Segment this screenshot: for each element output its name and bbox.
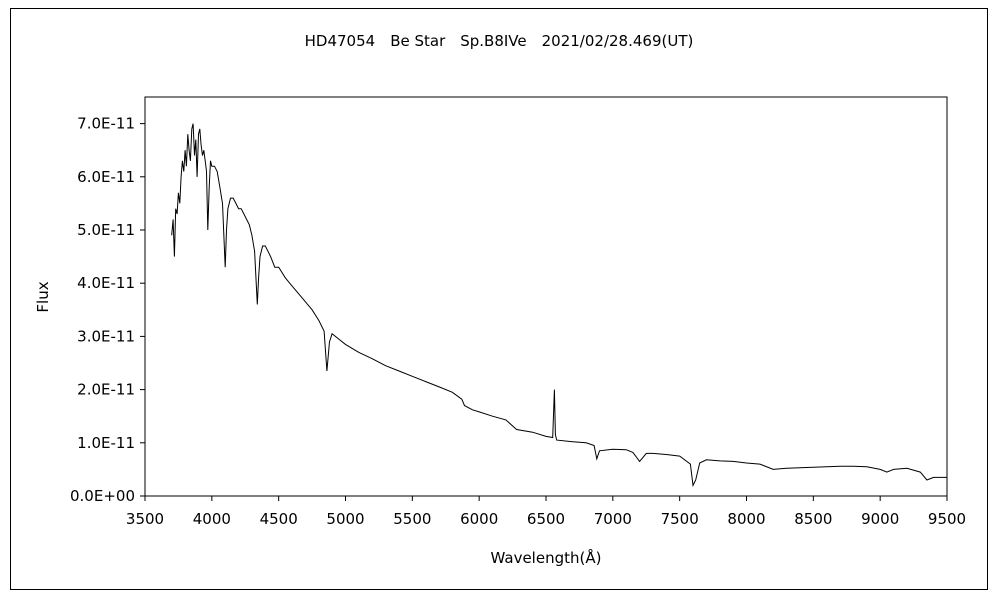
chart-frame: HD47054 Be Star Sp.B8IVe 2021/02/28.469(…	[10, 8, 988, 590]
y-tick-label: 0.0E+00	[70, 487, 135, 505]
x-axis-label: Wavelength(Å)	[491, 548, 602, 567]
x-tick-label: 4500	[260, 510, 298, 528]
x-tick-label: 8000	[727, 510, 765, 528]
y-tick-label: 3.0E-11	[77, 327, 135, 345]
series-line-flux	[171, 123, 947, 488]
x-tick-label: 6500	[527, 510, 565, 528]
x-tick-label: 3500	[126, 510, 164, 528]
x-tick-label: 9500	[928, 510, 966, 528]
x-axis: 3500 4000 4500 5000 5500 6000 6500 7000 7500 8000…	[126, 496, 966, 528]
y-tick-label: 6.0E-11	[77, 168, 135, 186]
x-tick-label: 9000	[861, 510, 899, 528]
y-tick-label: 2.0E-11	[77, 381, 135, 399]
x-tick-label: 7500	[661, 510, 699, 528]
x-tick-label: 5000	[326, 510, 364, 528]
y-tick-label: 4.0E-11	[77, 274, 135, 292]
x-tick-label: 6000	[460, 510, 498, 528]
y-tick-label: 1.0E-11	[77, 434, 135, 452]
y-tick-label: 7.0E-11	[77, 115, 135, 133]
x-tick-label: 4000	[193, 510, 231, 528]
chart-title: HD47054 Be Star Sp.B8IVe 2021/02/28.469(…	[305, 32, 694, 50]
spectrum-chart: HD47054 Be Star Sp.B8IVe 2021/02/28.469(…	[34, 32, 966, 567]
x-tick-label: 7000	[594, 510, 632, 528]
y-axis-label: Flux	[34, 281, 52, 312]
x-tick-label: 5500	[393, 510, 431, 528]
x-tick-label: 8500	[794, 510, 832, 528]
y-axis: 0.0E+00 1.0E-11 2.0E-11 3.0E-11 4.0E-11 5.0E-…	[70, 115, 145, 505]
y-tick-label: 5.0E-11	[77, 221, 135, 239]
